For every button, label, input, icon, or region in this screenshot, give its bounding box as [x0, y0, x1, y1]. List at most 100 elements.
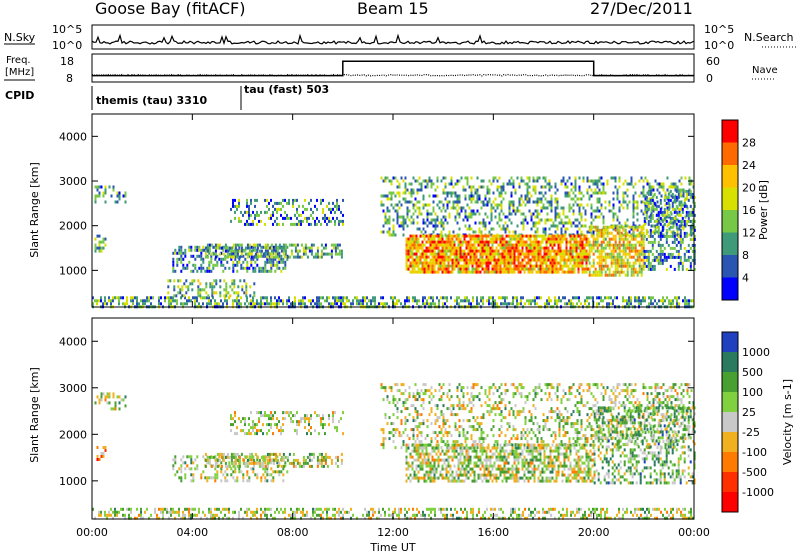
- power-cell: [433, 210, 435, 213]
- power-cell: [236, 205, 238, 208]
- power-cell: [568, 241, 570, 244]
- power-cell: [603, 232, 605, 235]
- power-cell: [652, 268, 654, 271]
- power-cell: [552, 271, 554, 274]
- power-cell: [428, 262, 430, 265]
- power-cell: [562, 238, 564, 241]
- velocity-cell: [160, 511, 162, 514]
- power-cell: [426, 259, 428, 262]
- power-cell: [559, 213, 561, 216]
- power-cell: [432, 247, 434, 250]
- power-cell: [619, 259, 621, 262]
- power-cell: [370, 302, 372, 305]
- power-cell: [464, 296, 466, 299]
- power-cell: [558, 268, 560, 271]
- power-cell: [534, 250, 536, 253]
- power-cell: [233, 279, 235, 282]
- power-cell: [617, 247, 619, 250]
- power-cell: [424, 250, 426, 253]
- velocity-cell: [538, 511, 540, 514]
- power-heatmap: [92, 177, 696, 309]
- power-cell: [396, 299, 398, 302]
- power-cell: [591, 265, 593, 268]
- power-cell: [608, 296, 610, 299]
- velocity-cell: [632, 514, 634, 517]
- velocity-cell: [564, 514, 566, 517]
- power-cell: [633, 204, 635, 207]
- freq-label-line2: [MHz]: [5, 67, 34, 78]
- power-cell: [108, 296, 110, 299]
- power-cell: [516, 265, 518, 268]
- power-cell: [95, 250, 97, 253]
- power-cell: [395, 210, 397, 213]
- power-cell: [591, 189, 593, 192]
- power-cell: [470, 259, 472, 262]
- power-cell: [307, 256, 309, 259]
- power-cell: [603, 265, 605, 268]
- power-cell: [570, 253, 572, 256]
- power-cell: [672, 202, 674, 205]
- power-cell: [644, 262, 646, 265]
- power-cell: [538, 265, 540, 268]
- power-cell: [637, 250, 639, 253]
- power-cell: [206, 267, 208, 270]
- power-cell: [453, 231, 455, 234]
- power-cell: [537, 177, 539, 180]
- power-cell: [308, 202, 310, 205]
- power-cell: [591, 180, 593, 183]
- power-cell: [565, 231, 567, 234]
- power-cell: [589, 229, 591, 232]
- velocity-cell: [562, 508, 564, 511]
- power-cell: [326, 205, 328, 208]
- power-cell: [613, 238, 615, 241]
- power-cell: [368, 299, 370, 302]
- power-cell: [311, 250, 313, 253]
- power-cell: [276, 299, 278, 302]
- power-cell: [276, 261, 278, 264]
- power-cell: [531, 228, 533, 231]
- velocity-cell: [378, 511, 380, 514]
- power-cell: [205, 256, 207, 259]
- power-cell: [623, 238, 625, 241]
- power-cell: [458, 262, 460, 265]
- velocity-cell: [440, 511, 442, 514]
- power-cell: [215, 253, 217, 256]
- power-cell: [485, 204, 487, 207]
- velocity-cell: [670, 511, 672, 514]
- power-cell: [558, 247, 560, 250]
- velocity-cell: [106, 514, 108, 517]
- power-cell: [472, 299, 474, 302]
- velocity-cell: [104, 511, 106, 514]
- power-cell: [231, 253, 233, 256]
- power-cell: [280, 208, 282, 211]
- power-cell: [596, 296, 598, 299]
- power-cell: [584, 250, 586, 253]
- power-cell: [641, 232, 643, 235]
- power-cell: [562, 250, 564, 253]
- power-cell: [442, 259, 444, 262]
- power-cell: [447, 201, 449, 204]
- power-cell: [381, 204, 383, 207]
- power-cell: [450, 256, 452, 259]
- power-cell: [389, 234, 391, 237]
- power-cell: [617, 259, 619, 262]
- power-cell: [446, 268, 448, 271]
- power-cell: [678, 250, 680, 253]
- power-cell: [572, 268, 574, 271]
- power-cell: [389, 216, 391, 219]
- power-cell: [232, 202, 234, 205]
- velocity-cell: [118, 511, 120, 514]
- power-y-tick-label: 4000: [59, 130, 87, 143]
- power-cell: [200, 249, 202, 252]
- power-cell: [317, 253, 319, 256]
- velocity-cell: [202, 511, 204, 514]
- power-cell: [266, 261, 268, 264]
- power-cell: [460, 253, 462, 256]
- power-cell: [485, 228, 487, 231]
- power-cell: [658, 226, 660, 229]
- power-cell: [385, 219, 387, 222]
- power-cell: [267, 247, 269, 250]
- power-cell: [563, 177, 565, 180]
- power-cell: [125, 201, 127, 204]
- power-cell: [544, 253, 546, 256]
